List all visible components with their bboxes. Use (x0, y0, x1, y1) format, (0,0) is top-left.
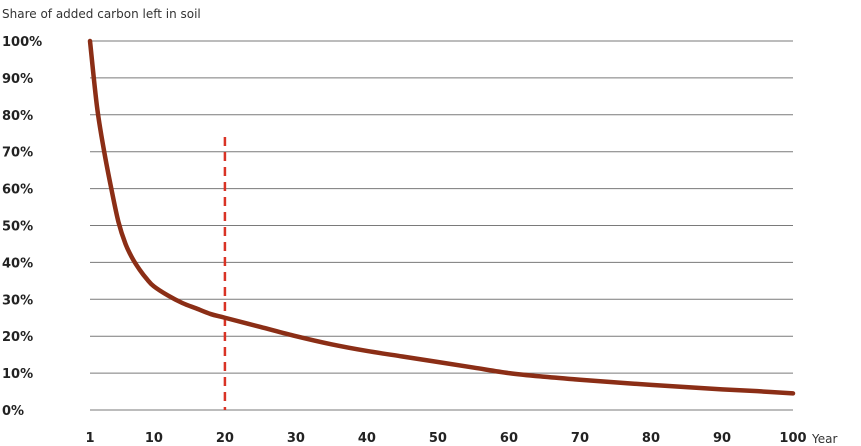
x-tick-label: 50 (429, 431, 447, 446)
y-tick-label: 50% (2, 220, 33, 235)
x-tick-label: 1 (85, 431, 94, 446)
y-tick-label: 80% (2, 109, 33, 124)
y-tick-label: 40% (2, 256, 33, 271)
y-tick-layer: 0% 10% 20% 30% 40% 50% 60% 70% 80% 90% 100% (2, 35, 42, 419)
carbon-decay-curve (87, 38, 796, 396)
x-tick-layer: 1 10 20 30 40 50 60 70 80 90 100 (85, 431, 806, 446)
x-tick-label: 60 (500, 431, 518, 446)
y-axis-label: Share of added carbon left in soil (2, 7, 201, 21)
x-axis-label: Year (811, 432, 837, 446)
x-tick-label: 30 (287, 431, 305, 446)
y-tick-label: 20% (2, 330, 33, 345)
x-tick-label: 90 (713, 431, 731, 446)
x-tick-label: 80 (642, 431, 660, 446)
series-layer (87, 38, 796, 396)
y-tick-label: 90% (2, 72, 33, 87)
x-tick-label: 40 (358, 431, 376, 446)
grid-layer (90, 40, 793, 411)
x-tick-label: 70 (571, 431, 589, 446)
y-tick-label: 60% (2, 183, 33, 198)
y-tick-label: 30% (2, 293, 33, 308)
x-tick-label: 100 (779, 431, 806, 446)
y-tick-label: 10% (2, 367, 33, 382)
y-tick-label: 100% (2, 35, 42, 50)
y-tick-label: 70% (2, 146, 33, 161)
x-tick-label: 20 (216, 431, 234, 446)
x-tick-label: 10 (145, 431, 163, 446)
y-tick-label: 0% (2, 404, 24, 419)
